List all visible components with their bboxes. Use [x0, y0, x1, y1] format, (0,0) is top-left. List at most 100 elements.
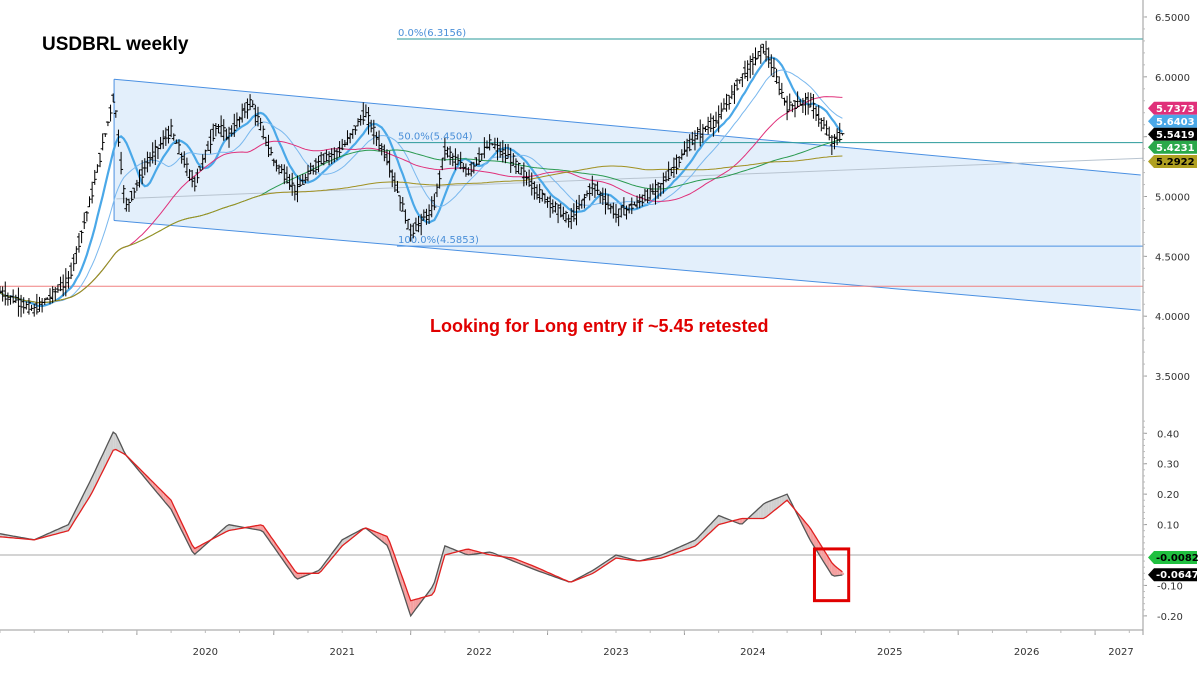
oscillator-fill-segment [763, 502, 767, 519]
oscillator-fill-segment [771, 499, 774, 513]
moving-average-20 [0, 69, 843, 304]
oscillator-fill-segment [831, 562, 835, 577]
oscillator-fill-segment [400, 571, 403, 592]
oscillator-line-red [0, 448, 843, 602]
value-badge-shape [1148, 114, 1197, 128]
osc-axis-label: -0.20 [1157, 612, 1183, 623]
value-badge-shape [1148, 551, 1197, 565]
oscillator-fill-segment [718, 515, 722, 525]
fib-label: 50.0%(5.4504) [398, 132, 473, 143]
oscillator-panel: 0.40 0.30 0.20 0.10 -0.10 -0.20 -0.0082 -0.0647 [0, 420, 1199, 623]
oscillator-fill-segment [766, 501, 769, 518]
osc-axis-label: 0.40 [1157, 429, 1179, 440]
oscillator-fill-segment [689, 541, 693, 549]
x-axis-label: 2025 [877, 647, 902, 658]
x-axis-label: 2027 [1108, 647, 1133, 658]
oscillator-fill-segment [397, 563, 401, 584]
oscillator-fill-segment [394, 556, 398, 576]
oscillator-fill-segment [392, 549, 395, 568]
oscillator-fill-segment [687, 542, 690, 550]
oscillator-fill-segment [189, 539, 193, 552]
oscillator-fill-segment [465, 549, 469, 555]
oscillator-fill-segment [286, 559, 290, 570]
value-badge-text: 5.7373 [1156, 104, 1195, 115]
x-axis-label: 2020 [193, 647, 218, 658]
osc-axis-label: 0.10 [1157, 521, 1179, 532]
value-badge-text: 5.4231 [1156, 143, 1195, 154]
oscillator-fill-segment [402, 578, 406, 600]
oscillator-fill-segment [468, 549, 472, 555]
oscillator-fill-segment [444, 545, 448, 556]
x-axis-label: 2023 [603, 647, 628, 658]
oscillator-fill-segment [331, 550, 335, 559]
oscillator-fill-segment [292, 567, 295, 577]
oscillator-fill-segment [389, 541, 393, 560]
oscillator-fill-segment [410, 599, 414, 616]
price-axis-label: 4.5000 [1155, 252, 1190, 263]
oscillator-fill-segment [229, 524, 232, 531]
oscillator-fill-segment [386, 536, 390, 552]
oscillator-fill-segment [773, 498, 777, 511]
value-badge-shape [1148, 101, 1197, 115]
oscillator-fill-segment [115, 434, 119, 451]
oscillator-fill-segment [265, 529, 269, 540]
osc-value-badge: -0.0082 [1148, 551, 1199, 565]
price-value-badge: 5.2922 [1148, 155, 1197, 169]
oscillator-fill-segment [692, 540, 695, 548]
highlight-box [812, 547, 851, 603]
price-axis-label: 6.0000 [1155, 73, 1190, 84]
channel-lower-line [114, 219, 1141, 311]
oscillator-fill-segment [273, 540, 277, 551]
chart-annotation: Looking for Long entry if ~5.45 retested [430, 316, 769, 336]
value-badge-text: 5.2922 [1156, 157, 1195, 168]
oscillator-fill-segment [179, 517, 182, 531]
oscillator-fill-segment [184, 528, 187, 541]
fib-label: 100.0%(4.5853) [398, 235, 479, 246]
osc-axis-label: 0.20 [1157, 490, 1179, 501]
oscillator-fill-segment [739, 518, 743, 524]
oscillator-fill-segment [334, 546, 337, 556]
oscillator-fill-segment [415, 598, 419, 609]
oscillator-fill-segment [181, 522, 185, 536]
oscillator-fill-segment [384, 535, 387, 546]
oscillator-fill-segment [429, 587, 432, 596]
price-axis-label: 3.5000 [1155, 372, 1190, 383]
oscillator-fill-segment [758, 506, 761, 519]
oscillator-line-gray [0, 431, 843, 618]
price-value-badge: 5.6403 [1148, 114, 1197, 128]
value-badge-text: -0.0082 [1156, 553, 1199, 564]
oscillator-fill-segment [68, 519, 72, 531]
oscillator-fill-segment [110, 432, 114, 456]
oscillator-fill-segment [231, 525, 235, 531]
x-axis: 2020 2021 2022 2023 2024 2025 2026 2027 [0, 629, 1143, 658]
moving-average-50 [0, 96, 843, 304]
oscillator-fill-segment [805, 522, 809, 537]
oscillator-fill-segment [768, 500, 772, 515]
oscillator-fill-segment [186, 533, 190, 547]
x-axis-label: 2026 [1014, 647, 1039, 658]
value-badge-text: 5.6403 [1156, 117, 1195, 128]
oscillator-fill-segment [339, 539, 343, 550]
oscillator-fill-segment [118, 439, 122, 453]
oscillator-fill-segment [257, 524, 261, 531]
value-badge-shape [1148, 127, 1197, 141]
oscillator-fill-segment [65, 524, 69, 532]
value-badge-shape [1148, 140, 1197, 154]
price-value-badge: 5.5419 [1148, 127, 1197, 141]
oscillator-fill-segment [107, 437, 111, 461]
oscillator-fill-segment [113, 432, 116, 451]
oscillator-fill-segment [284, 555, 287, 566]
x-axis-label: 2022 [466, 647, 491, 658]
oscillator-fill-segment [171, 500, 174, 515]
oscillator-fill-segment [776, 497, 780, 509]
osc-axis-label: -0.10 [1157, 581, 1183, 592]
oscillator-fill-segment [336, 543, 340, 553]
oscillator-fill-segment [255, 525, 258, 530]
oscillator-fill-segment [263, 525, 266, 536]
oscillator-fill-segment [276, 544, 280, 555]
price-axis-label: 5.0000 [1155, 193, 1190, 204]
oscillator-fill-segment [173, 505, 177, 520]
oscillator-fill-segment [834, 565, 838, 577]
oscillator-fill-segment [760, 504, 764, 519]
